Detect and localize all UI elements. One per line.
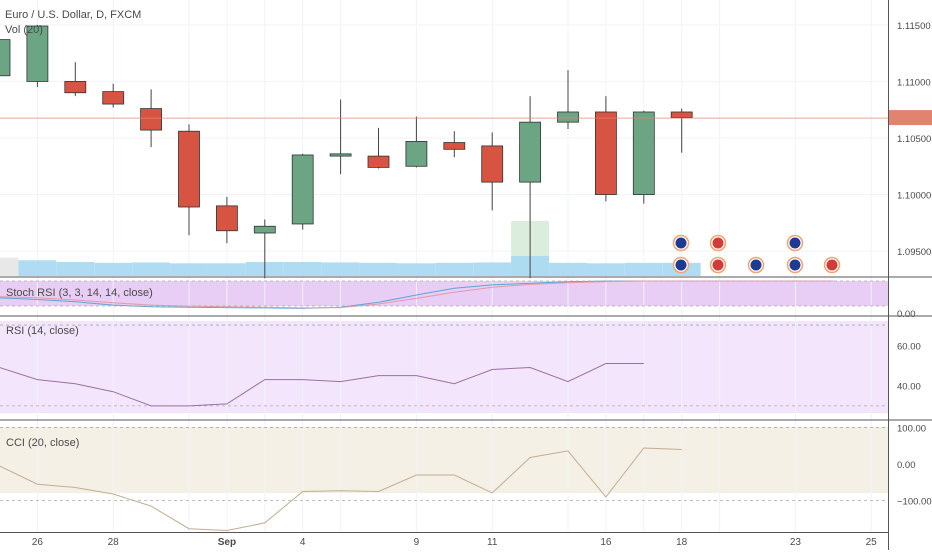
last-price-tag [889,110,932,126]
time-tick-label: 28 [108,537,120,548]
candle-body [367,155,390,168]
time-tick-label: 23 [790,537,802,548]
volume-bar [359,262,398,276]
cci-tick-label: 100.00 [897,424,926,435]
candle-body [670,111,693,119]
candle-body [557,111,579,123]
stoch-tick-label: 0.00 [897,309,916,320]
time-tick-label: Sep [218,537,236,548]
flag-icon [826,259,838,271]
flag-icon [789,237,801,249]
stoch-d-line [0,280,834,309]
volume-bar [94,262,133,276]
volume-label: Vol (20) [5,24,43,36]
candle-body [595,111,617,195]
cci-label: CCI (20, close) [6,437,79,449]
price-tick-label: 1.11500 [897,21,931,32]
time-tick-label: 18 [676,537,688,548]
rsi-tick-label: 60.00 [897,341,921,352]
volume-bar [435,262,474,276]
flag-icon [712,237,724,249]
flag-icon [675,237,687,249]
volume-bar [56,262,95,276]
symbol-title: Euro / U.S. Dollar, D, FXCM [5,9,141,21]
time-tick-label: 25 [866,537,878,548]
candle-body [291,154,314,225]
event-marker [709,234,727,252]
flag-icon [789,259,801,271]
candle-body [0,39,11,77]
volume-bar [0,257,19,276]
event-marker [823,256,841,274]
cci-tick-label: −100.00 [897,497,932,508]
candle-body [329,153,352,157]
time-tick-label: 9 [414,537,420,548]
event-marker [672,256,690,274]
volume-bar [624,262,663,276]
price-tick-label: 1.10500 [897,134,931,145]
volume-bar [473,262,512,276]
cci-tick-label: 0.00 [897,460,916,471]
candle-body [253,225,276,234]
candle-body [215,205,238,232]
event-marker [672,234,690,252]
event-marker [709,256,727,274]
volume-bar [132,262,171,276]
volume-bar [586,263,625,276]
flag-icon [712,259,724,271]
candle-body [443,142,466,150]
volume-bar [283,262,322,276]
volume-bar [397,263,436,276]
candle-body [140,108,163,131]
candle-body [102,91,125,105]
event-marker [786,234,804,252]
candle-body [481,145,504,183]
stoch-rsi-label: Stoch RSI (3, 3, 14, 14, close) [6,287,153,299]
cci-band [0,427,888,493]
volume-bar [321,262,360,276]
flag-icon [675,259,687,271]
candle-body [26,25,49,82]
event-marker [747,256,765,274]
time-tick-label: 16 [600,537,612,548]
volume-bar [207,263,246,276]
candle-body [632,111,655,195]
event-marker [786,256,804,274]
candle-body [519,121,541,183]
rsi-band [0,321,888,413]
price-tick-label: 1.10000 [897,191,931,202]
candle-body [405,140,428,167]
volume-bar [18,260,57,276]
rsi-label: RSI (14, close) [6,325,79,337]
rsi-tick-label: 40.00 [897,382,921,393]
candle-body [64,81,87,94]
rsi-line [0,363,644,407]
volume-bar [170,263,208,276]
cci-line [0,447,682,532]
price-tick-label: 1.09500 [897,247,931,258]
time-tick-label: 4 [300,537,306,548]
time-tick-label: 26 [32,537,44,548]
price-tick-label: 1.11000 [897,77,931,88]
time-tick-label: 11 [487,537,498,548]
volume-bar [549,262,587,276]
flag-icon [750,259,762,271]
candle-body [178,130,200,208]
